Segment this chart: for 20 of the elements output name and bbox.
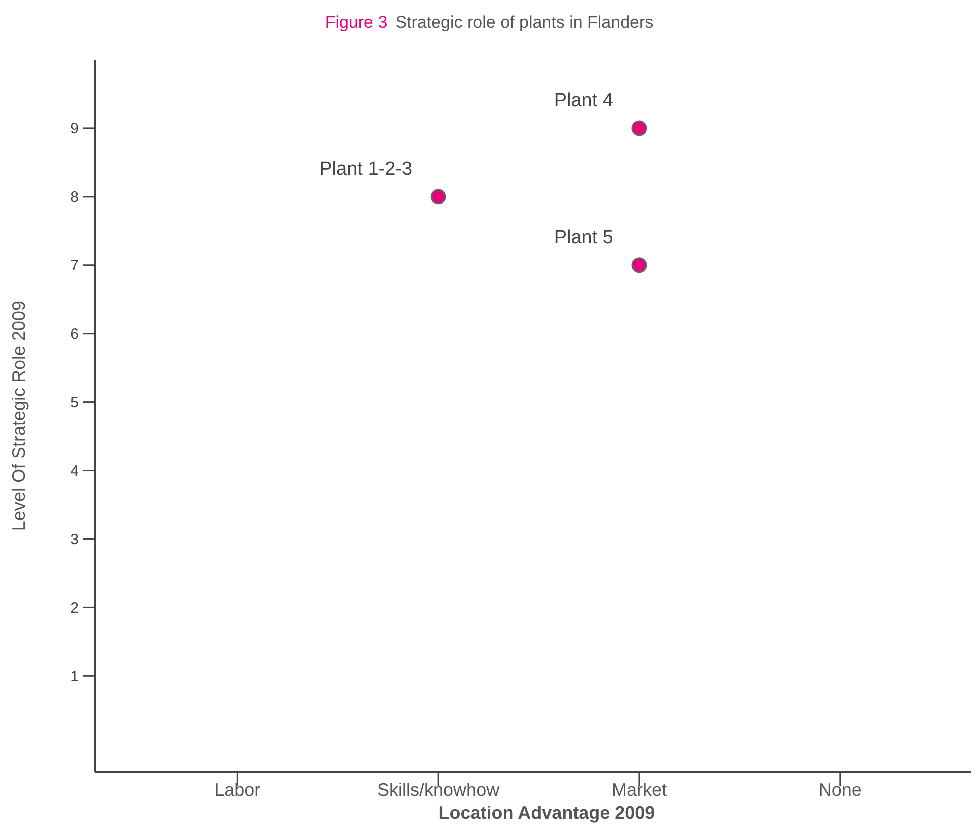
y-tick-label: 6 <box>70 326 79 344</box>
x-axis-title: Location Advantage 2009 <box>438 803 656 823</box>
y-tick-label: 4 <box>70 463 79 480</box>
y-tick-label: 5 <box>70 394 79 412</box>
y-tick-label: 8 <box>70 189 79 206</box>
y-tick-label: 1 <box>70 668 79 686</box>
y-tick-label: 9 <box>70 120 79 138</box>
y-tick-label: 3 <box>70 531 79 548</box>
annotation: Plant 4 <box>554 90 614 112</box>
x-tick-label: Labor <box>214 780 261 800</box>
x-tick-label: Skills/knowhow <box>378 780 501 800</box>
x-tick-label: Market <box>612 780 667 800</box>
y-axis-title: Level Of Strategic Role 2009 <box>9 300 29 532</box>
annotation: Plant 5 <box>554 227 614 248</box>
chart-subtitle: Strategic role of plants in Flanders <box>396 13 654 32</box>
y-tick-label: 7 <box>70 258 79 275</box>
y-tick-label: 2 <box>70 600 79 617</box>
annotation: Plant 1-2-3 <box>320 158 413 180</box>
chart-title: Figure 3 <box>325 13 388 32</box>
x-tick-label: None <box>818 780 862 800</box>
